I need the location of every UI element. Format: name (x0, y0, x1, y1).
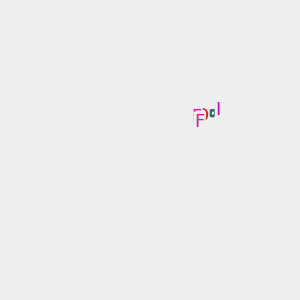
Text: O: O (195, 107, 209, 125)
Text: I: I (216, 101, 221, 119)
Text: F: F (194, 112, 205, 130)
Text: F: F (192, 108, 202, 126)
